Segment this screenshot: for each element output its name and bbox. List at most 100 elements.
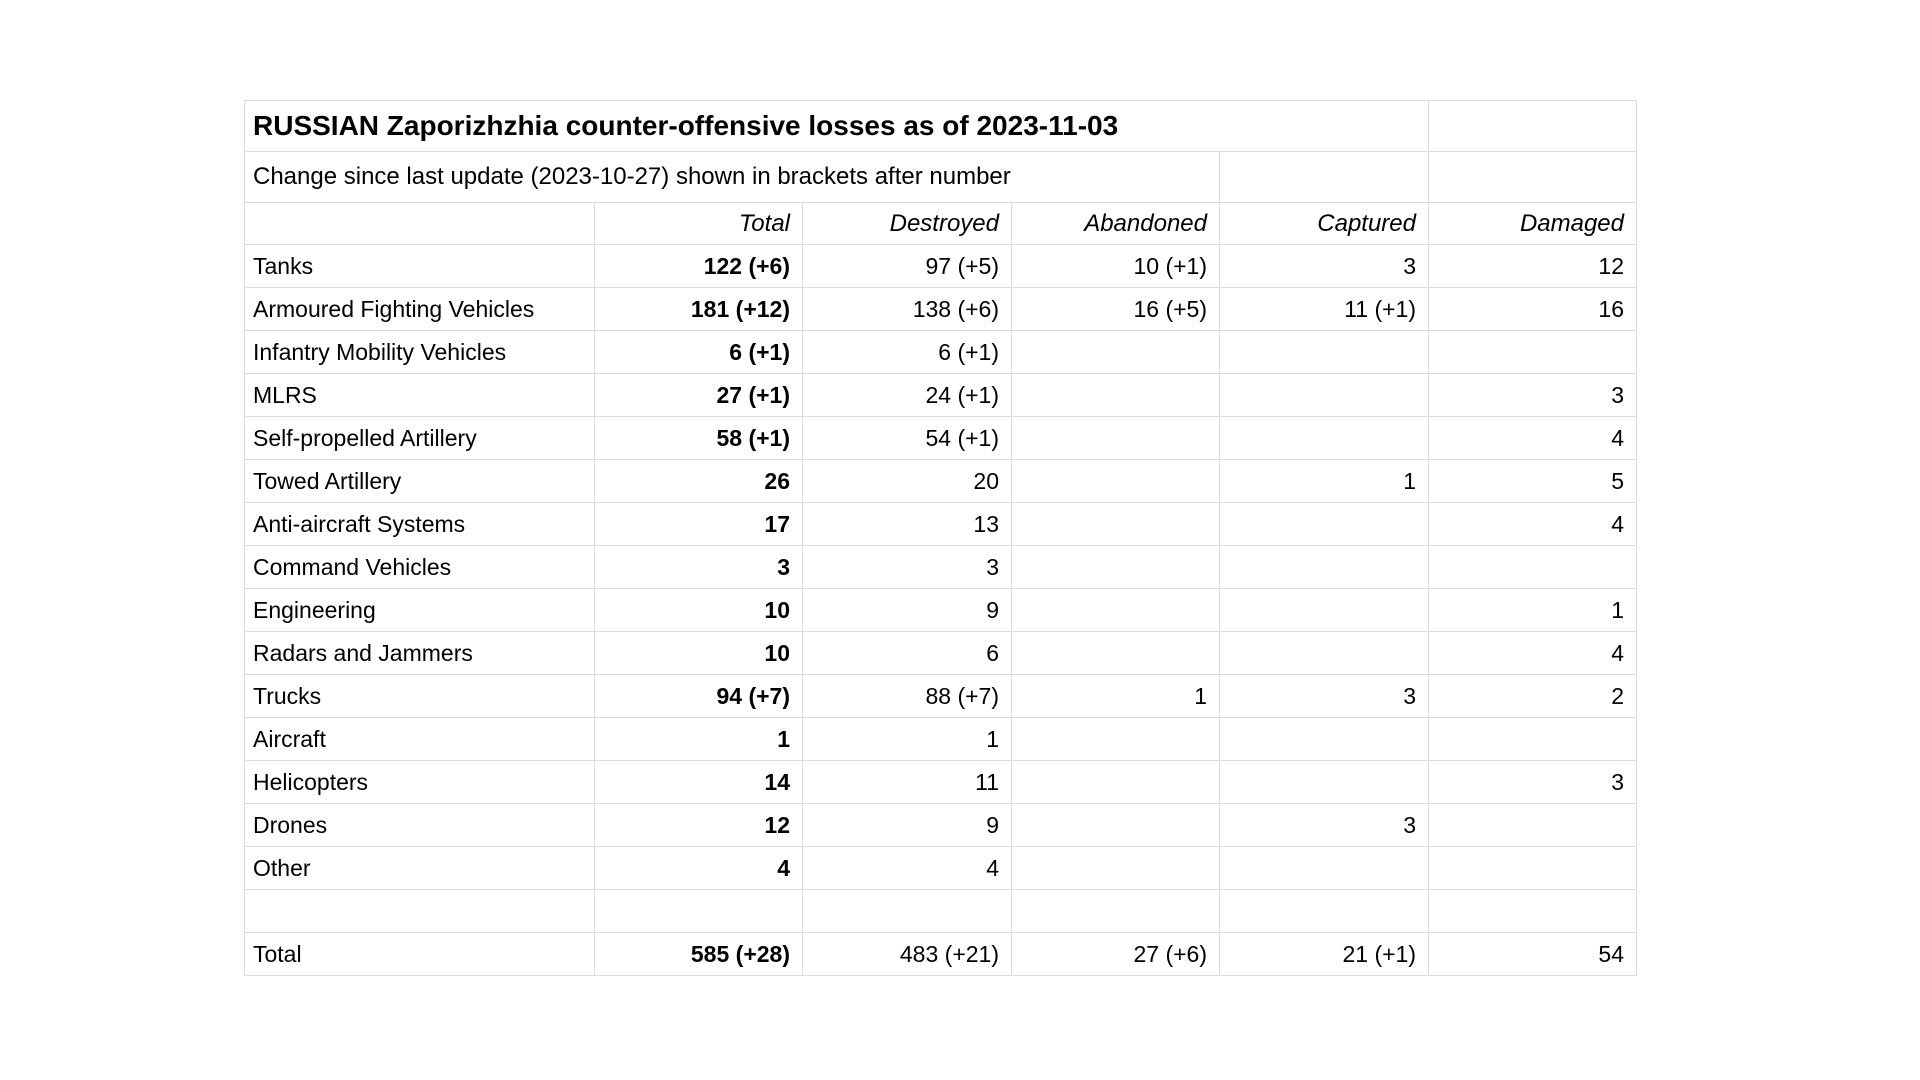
cell-destroyed: 88 (+7)	[802, 674, 1012, 718]
cell-total: 17	[594, 502, 803, 546]
spacer-row	[244, 889, 1637, 933]
cell-captured	[1219, 588, 1429, 632]
cell-abandoned: 16 (+5)	[1011, 287, 1220, 331]
row-label: Towed Artillery	[244, 459, 595, 503]
subtitle-row: Change since last update (2023-10-27) sh…	[244, 151, 1637, 203]
cell-captured	[1219, 373, 1429, 417]
column-header-captured: Captured	[1219, 202, 1429, 245]
empty-cell	[1219, 151, 1429, 203]
row-label: Anti-aircraft Systems	[244, 502, 595, 546]
total-row: Total 585 (+28) 483 (+21) 27 (+6) 21 (+1) 54	[244, 932, 1637, 976]
cell-destroyed: 1	[802, 717, 1012, 761]
row-label: Command Vehicles	[244, 545, 595, 589]
page-subtitle: Change since last update (2023-10-27) sh…	[244, 151, 1220, 203]
losses-table-sheet: RUSSIAN Zaporizhzhia counter-offensive l…	[244, 100, 1637, 976]
cell-captured	[1219, 760, 1429, 804]
column-header-total: Total	[594, 202, 803, 245]
cell-captured: 3	[1219, 803, 1429, 847]
cell-damaged: 2	[1428, 674, 1637, 718]
table-row: Other 4 4	[244, 846, 1637, 890]
row-label: MLRS	[244, 373, 595, 417]
cell-captured	[1219, 545, 1429, 589]
cell-abandoned	[1011, 373, 1220, 417]
row-label: Aircraft	[244, 717, 595, 761]
cell-abandoned	[1011, 803, 1220, 847]
cell-captured	[1219, 631, 1429, 675]
cell-total: 6 (+1)	[594, 330, 803, 374]
cell-total: 181 (+12)	[594, 287, 803, 331]
cell-abandoned	[1011, 545, 1220, 589]
cell-abandoned	[1011, 588, 1220, 632]
column-header-row: Total Destroyed Abandoned Captured Damaged	[244, 202, 1637, 245]
cell-abandoned: 27 (+6)	[1011, 932, 1220, 976]
cell-captured	[1219, 416, 1429, 460]
cell-captured: 3	[1219, 244, 1429, 288]
cell-total: 585 (+28)	[594, 932, 803, 976]
cell-total: 1	[594, 717, 803, 761]
cell-captured: 21 (+1)	[1219, 932, 1429, 976]
cell-damaged	[1428, 803, 1637, 847]
table-row: Tanks 122 (+6) 97 (+5) 10 (+1) 3 12	[244, 244, 1637, 288]
table-row: Anti-aircraft Systems 17 13 4	[244, 502, 1637, 546]
cell-captured	[1219, 502, 1429, 546]
cell-total: 122 (+6)	[594, 244, 803, 288]
table-row: Aircraft 1 1	[244, 717, 1637, 761]
cell-abandoned	[1011, 330, 1220, 374]
cell-destroyed: 483 (+21)	[802, 932, 1012, 976]
cell-abandoned: 10 (+1)	[1011, 244, 1220, 288]
cell-destroyed: 138 (+6)	[802, 287, 1012, 331]
losses-table: RUSSIAN Zaporizhzhia counter-offensive l…	[244, 100, 1637, 976]
row-label: Total	[244, 932, 595, 976]
cell-damaged: 4	[1428, 502, 1637, 546]
cell-captured	[1219, 330, 1429, 374]
cell-damaged: 4	[1428, 416, 1637, 460]
page-title: RUSSIAN Zaporizhzhia counter-offensive l…	[244, 100, 1429, 152]
column-header-destroyed: Destroyed	[802, 202, 1012, 245]
row-label	[244, 889, 595, 933]
empty-cell	[1428, 100, 1637, 152]
cell-abandoned	[1011, 459, 1220, 503]
cell-destroyed: 13	[802, 502, 1012, 546]
empty-cell	[1428, 151, 1637, 203]
cell-total: 4	[594, 846, 803, 890]
cell-total: 12	[594, 803, 803, 847]
cell-destroyed	[802, 889, 1012, 933]
cell-total: 14	[594, 760, 803, 804]
cell-damaged	[1428, 717, 1637, 761]
cell-abandoned	[1011, 889, 1220, 933]
cell-damaged: 5	[1428, 459, 1637, 503]
cell-destroyed: 9	[802, 588, 1012, 632]
cell-captured: 3	[1219, 674, 1429, 718]
cell-destroyed: 9	[802, 803, 1012, 847]
row-label-header	[244, 202, 595, 245]
table-row: Armoured Fighting Vehicles 181 (+12) 138 (…	[244, 287, 1637, 331]
table-row: Infantry Mobility Vehicles 6 (+1) 6 (+1)	[244, 330, 1637, 374]
table-row: MLRS 27 (+1) 24 (+1) 3	[244, 373, 1637, 417]
cell-damaged: 16	[1428, 287, 1637, 331]
cell-damaged: 54	[1428, 932, 1637, 976]
cell-destroyed: 20	[802, 459, 1012, 503]
cell-damaged	[1428, 846, 1637, 890]
cell-abandoned	[1011, 760, 1220, 804]
row-label: Infantry Mobility Vehicles	[244, 330, 595, 374]
table-row: Drones 12 9 3	[244, 803, 1637, 847]
cell-damaged	[1428, 545, 1637, 589]
cell-destroyed: 54 (+1)	[802, 416, 1012, 460]
title-row: RUSSIAN Zaporizhzhia counter-offensive l…	[244, 100, 1637, 152]
cell-abandoned	[1011, 717, 1220, 761]
column-header-abandoned: Abandoned	[1011, 202, 1220, 245]
cell-damaged: 3	[1428, 760, 1637, 804]
row-label: Self-propelled Artillery	[244, 416, 595, 460]
cell-total: 26	[594, 459, 803, 503]
cell-captured	[1219, 846, 1429, 890]
cell-abandoned: 1	[1011, 674, 1220, 718]
row-label: Engineering	[244, 588, 595, 632]
cell-damaged: 12	[1428, 244, 1637, 288]
row-label: Trucks	[244, 674, 595, 718]
cell-captured	[1219, 717, 1429, 761]
table-row: Helicopters 14 11 3	[244, 760, 1637, 804]
cell-captured: 11 (+1)	[1219, 287, 1429, 331]
table-row: Towed Artillery 26 20 1 5	[244, 459, 1637, 503]
row-label: Radars and Jammers	[244, 631, 595, 675]
row-label: Drones	[244, 803, 595, 847]
